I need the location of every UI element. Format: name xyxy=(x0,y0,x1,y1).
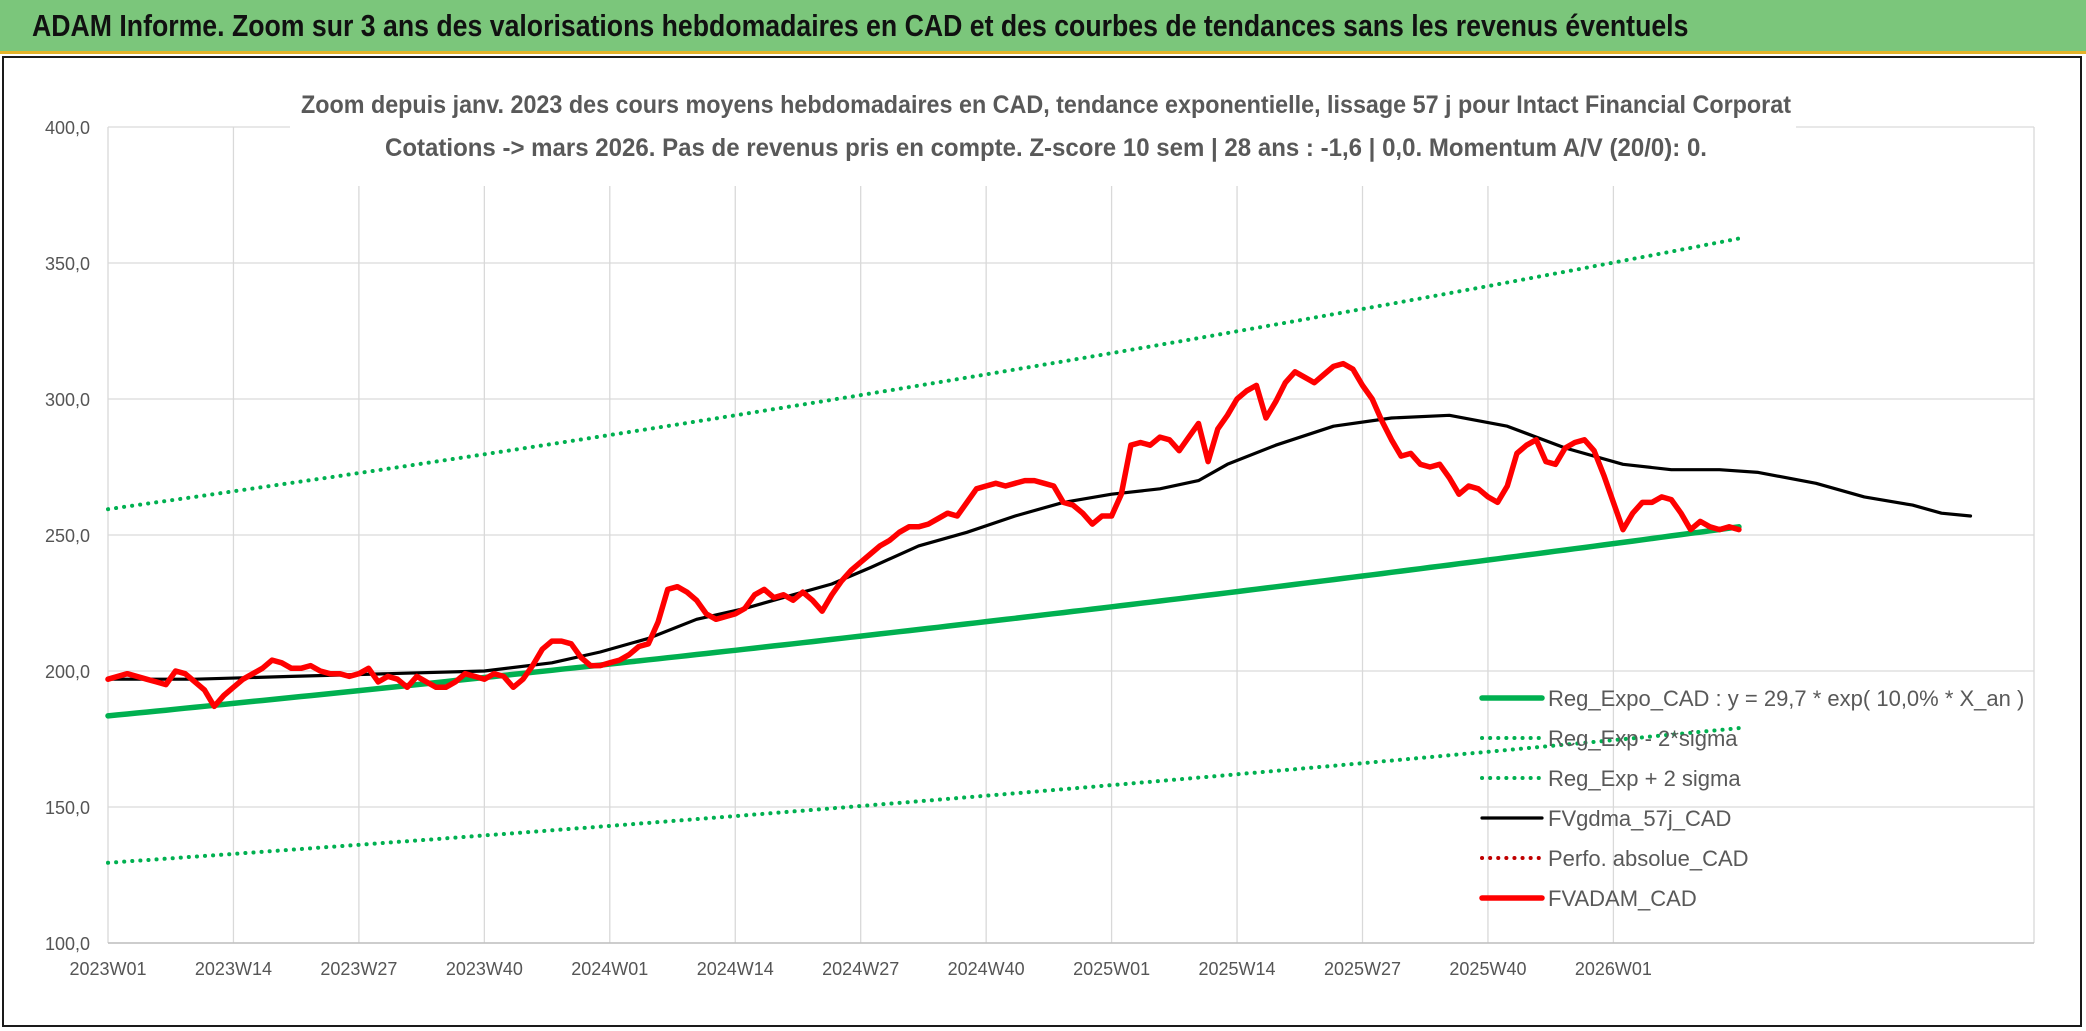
legend-label: FVgdma_57j_CAD xyxy=(1548,806,1731,831)
y-tick-label: 150,0 xyxy=(45,798,90,818)
x-tick-label: 2026W01 xyxy=(1575,959,1652,979)
x-tick-label: 2024W40 xyxy=(948,959,1025,979)
x-tick-label: 2023W40 xyxy=(446,959,523,979)
series-line-0 xyxy=(105,524,1742,719)
series-line-5 xyxy=(105,360,1742,710)
axis-layer: 100,0 150,0 200,0 250,0 300,0 350,0 400,0 2023W… xyxy=(45,118,2034,979)
chart-subtitle: Cotations -> mars 2026. Pas de revenus p… xyxy=(385,134,1707,162)
series-line-1 xyxy=(106,726,1741,865)
x-tick-label: 2025W14 xyxy=(1199,959,1276,979)
series-layer xyxy=(105,236,1973,865)
x-tick-label: 2024W14 xyxy=(697,959,774,979)
x-tick-label: 2025W40 xyxy=(1449,959,1526,979)
report-title: ADAM Informe. Zoom sur 3 ans des valoris… xyxy=(32,8,1689,43)
x-tick-label: 2023W14 xyxy=(195,959,272,979)
x-tick-label: 2024W01 xyxy=(571,959,648,979)
y-tick-label: 100,0 xyxy=(45,934,90,954)
legend-label: Reg_Exp + 2 sigma xyxy=(1548,766,1741,791)
chart-title: Zoom depuis janv. 2023 des cours moyens … xyxy=(301,91,1792,119)
y-tick-label: 250,0 xyxy=(45,526,90,546)
y-tick-label: 200,0 xyxy=(45,662,90,682)
header-banner: ADAM Informe. Zoom sur 3 ans des valoris… xyxy=(0,0,2086,54)
series-line-2 xyxy=(106,236,1741,512)
y-tick-label: 300,0 xyxy=(45,390,90,410)
legend-label: Perfo. absolue_CAD xyxy=(1548,846,1749,871)
legend-label: FVADAM_CAD xyxy=(1548,886,1697,911)
legend: Reg_Expo_CAD : y = 29,7 * exp( 10,0% * X… xyxy=(1479,686,2024,911)
legend-label: Reg_Expo_CAD : y = 29,7 * exp( 10,0% * X… xyxy=(1548,686,2024,711)
chart-frame: 100,0 150,0 200,0 250,0 300,0 350,0 400,0 2023W… xyxy=(2,56,2082,1027)
y-tick-label: 350,0 xyxy=(45,254,90,274)
y-tick-label: 400,0 xyxy=(45,118,90,138)
legend-label: Reg_Exp - 2*sigma xyxy=(1548,726,1738,751)
series-line-3 xyxy=(106,413,1973,681)
x-tick-label: 2023W27 xyxy=(320,959,397,979)
line-chart: 100,0 150,0 200,0 250,0 300,0 350,0 400,0 2023W… xyxy=(45,78,2035,979)
x-tick-label: 2025W01 xyxy=(1073,959,1150,979)
x-tick-label: 2024W27 xyxy=(822,959,899,979)
title-background xyxy=(290,78,1796,186)
x-tick-label: 2023W01 xyxy=(69,959,146,979)
x-tick-label: 2025W27 xyxy=(1324,959,1401,979)
